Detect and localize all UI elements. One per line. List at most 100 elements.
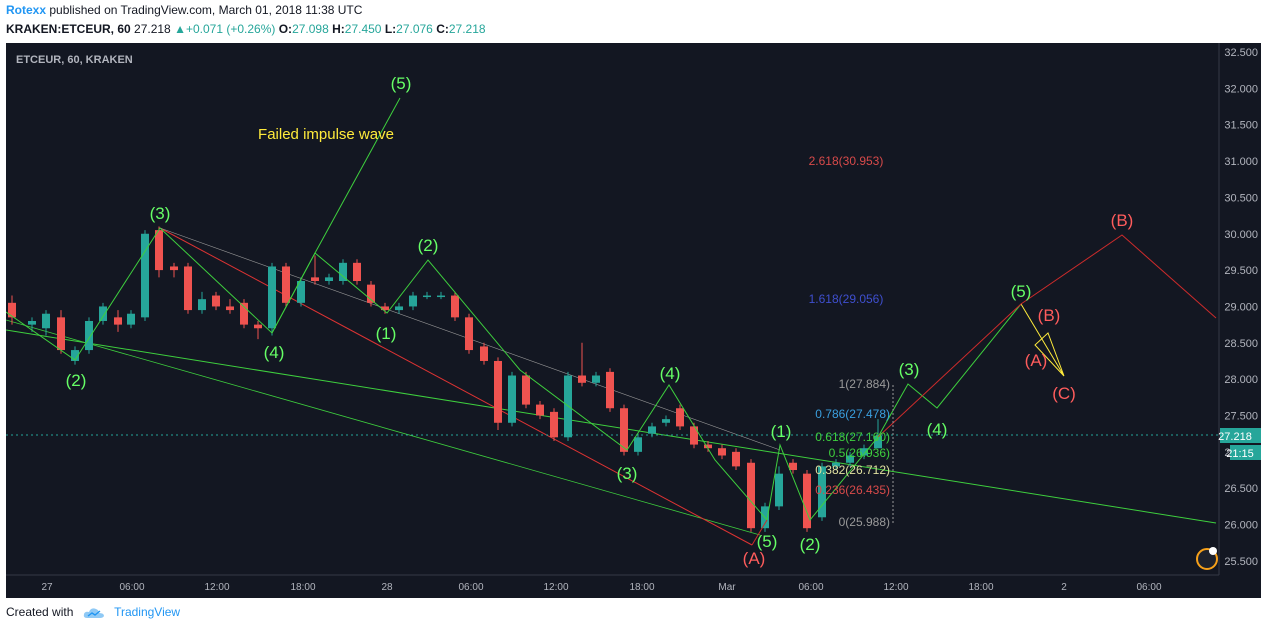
candle-body[interactable] [578,375,586,383]
candle-body[interactable] [8,302,16,318]
candle-body[interactable] [718,448,726,456]
candle-body[interactable] [818,466,826,518]
candle-body[interactable] [155,230,163,271]
chart-canvas[interactable]: 32.500 32.000 31.500 31.000 30.500 30.000 29.5… [6,43,1261,598]
candle-body[interactable] [42,313,50,329]
candle-body[interactable] [381,306,389,311]
time-tick-label: 2 [1061,582,1067,593]
candle-body[interactable] [606,371,614,409]
time-tick-label: 12:00 [883,582,908,593]
author-link[interactable]: Rotexx [6,3,47,17]
candle-body[interactable] [620,408,628,452]
high-label: H: [332,22,345,36]
candle-body[interactable] [268,266,276,329]
candle-body[interactable] [367,284,375,303]
fib-level-label: 0.236(26.435) [815,483,890,497]
candle-body[interactable] [141,233,149,318]
candle-body[interactable] [803,473,811,529]
price-tick-label: 30.500 [1224,192,1258,204]
candle-body[interactable] [339,262,347,282]
trend-line[interactable] [6,319,761,536]
wave-label: (A) [743,549,766,568]
candle-body[interactable] [732,451,740,467]
candle-body[interactable] [592,375,600,383]
fib-level-label: 0.786(27.478) [815,407,890,421]
candle-body[interactable] [860,448,868,456]
candle-body[interactable] [423,295,431,298]
candle-body[interactable] [437,295,445,298]
high-value: 27.450 [344,22,382,36]
candle-body[interactable] [325,277,333,282]
candle-body[interactable] [409,295,417,307]
candle-body[interactable] [226,306,234,311]
price-tick-label: 30.000 [1224,229,1258,241]
candle-body[interactable] [704,444,712,449]
ohlc-bar: KRAKEN:ETCEUR, 60 27.218 ▲+0.071 (+0.26%… [6,22,486,36]
candle-body[interactable] [85,320,93,351]
impulse-wave-lines[interactable] [271,252,768,521]
wave-label: (2) [66,371,87,390]
countdown-badge-text: 21:15 [1226,448,1254,460]
last-price: 27.218 [134,22,171,36]
trend-line[interactable] [6,329,1217,524]
candle-body[interactable] [522,375,530,405]
candle-body[interactable] [184,266,192,311]
notification-dot-icon [1209,547,1217,555]
candle-body[interactable] [71,350,79,361]
candle-body[interactable] [297,281,305,303]
failed-impulse-wave[interactable] [6,97,401,361]
candle-body[interactable] [508,375,516,423]
candle-body[interactable] [127,313,135,325]
candle-body[interactable] [212,295,220,307]
close-value: 27.218 [448,22,486,36]
time-tick-label: Mar [718,582,736,593]
created-with-text: Created with [6,605,74,619]
candle-body[interactable] [634,437,642,452]
trend-line[interactable] [159,227,753,546]
candle-body[interactable] [480,346,488,361]
candle-body[interactable] [662,419,670,423]
tradingview-link[interactable]: TradingView [114,605,181,619]
footer: Created with TradingView [6,605,180,619]
time-axis[interactable] [6,575,1261,598]
wave-label: (4) [660,364,681,383]
abc-line[interactable] [751,519,768,546]
price-axis[interactable] [1219,43,1261,598]
candle-body[interactable] [747,462,755,529]
candle-body[interactable] [676,408,684,427]
candle-body[interactable] [198,299,206,311]
candle-body[interactable] [874,435,882,449]
candle-body[interactable] [832,462,840,467]
candle-body[interactable] [170,266,178,271]
candle-body[interactable] [648,426,656,434]
candle-body[interactable] [57,317,65,351]
abc-projection-lines[interactable] [877,234,1217,438]
candle-body[interactable] [775,473,783,507]
corrective-wave-lines[interactable] [1020,303,1065,377]
chart-area[interactable]: 32.500 32.000 31.500 31.000 30.500 30.000 29.5… [6,43,1261,598]
time-tick-label: 06:00 [798,582,823,593]
candle-body[interactable] [311,277,319,282]
wave-label: (4) [927,420,948,439]
candle-body[interactable] [282,266,290,303]
candle-body[interactable] [494,360,502,423]
candle-body[interactable] [690,426,698,445]
candle-body[interactable] [550,411,558,438]
wave-label: (1) [771,422,792,441]
price-tick-label: 26.500 [1224,483,1258,495]
candle-body[interactable] [465,317,473,351]
candle-body[interactable] [28,320,36,325]
candle-body[interactable] [254,324,262,329]
candle-body[interactable] [789,462,797,471]
candle-body[interactable] [353,262,361,282]
candle-body[interactable] [99,306,107,321]
price-tick-label: 25.500 [1224,556,1258,568]
candle-body[interactable] [114,317,122,325]
candle-body[interactable] [240,302,248,325]
time-tick-label: 06:00 [119,582,144,593]
candle-body[interactable] [536,404,544,416]
wave-label: (C) [1052,384,1076,403]
candle-body[interactable] [846,455,854,463]
candle-body[interactable] [451,295,459,318]
candle-body[interactable] [395,306,403,311]
